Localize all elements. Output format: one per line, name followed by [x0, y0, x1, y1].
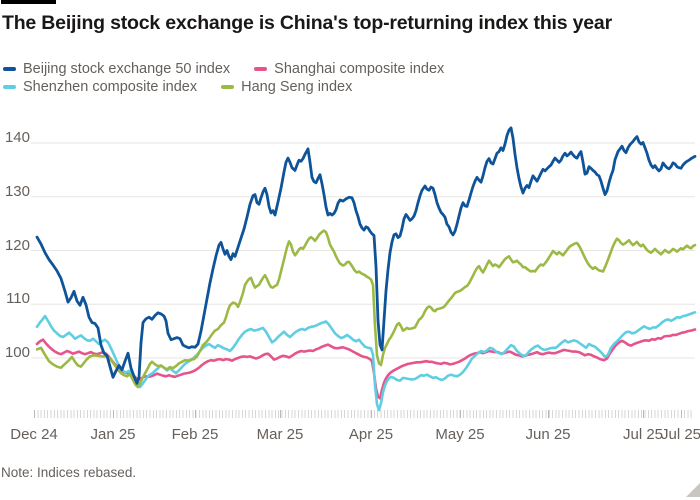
line-swatch-icon [221, 85, 235, 89]
x-axis-label: Mar 25 [256, 426, 304, 443]
ft-top-bar [1, 0, 56, 4]
x-axis-minor-ticks [34, 410, 694, 418]
x-axis-label: May 25 [435, 426, 485, 443]
y-axis-label: 100 [4, 344, 30, 361]
legend-item-hangseng: Hang Seng index [221, 79, 352, 95]
legend-item-beijing: Beijing stock exchange 50 index [3, 61, 230, 77]
source-note: Note: Indices rebased. [1, 465, 137, 480]
y-axis-label: 110 [6, 290, 30, 308]
legend-item-shanghai: Shanghai composite index [254, 61, 444, 77]
x-axis-month-tick [460, 410, 461, 418]
line-swatch-icon [3, 67, 16, 71]
x-axis-month-tick [34, 410, 35, 418]
series-line-beijing-stock-exchange-50-index [35, 126, 697, 385]
x-axis-label: Jan 25 [90, 426, 136, 443]
x-axis-label: Jun 25 [525, 426, 571, 443]
x-axis-month-tick [280, 410, 281, 418]
x-axis-label: Jul 25 [622, 426, 664, 443]
legend-label: Hang Seng index [241, 79, 353, 95]
x-axis-label: Apr 25 [348, 426, 394, 443]
x-axis-month-tick [371, 410, 372, 418]
x-axis-label: Feb 25 [171, 426, 219, 443]
series-line-shenzhen-composite-index [35, 310, 697, 412]
line-swatch-icon [3, 85, 16, 89]
legend-label: Beijing stock exchange 50 index [23, 61, 231, 77]
y-axis-label: 140 [4, 129, 30, 146]
y-axis-label: 120 [4, 236, 30, 254]
legend-label: Shenzhen composite index [23, 79, 198, 95]
chart-title: The Beijing stock exchange is China's to… [2, 12, 612, 34]
legend: Beijing stock exchange 50 index Shanghai… [3, 60, 563, 96]
series-line-shanghai-composite-index [35, 328, 697, 400]
legend-row: Shenzhen composite index Hang Seng index [3, 78, 563, 96]
line-swatch-icon [254, 67, 268, 71]
resize-handle-icon[interactable] [686, 483, 700, 497]
x-axis-month-tick [195, 410, 196, 418]
x-axis-label: Jul 25 [660, 426, 700, 443]
x-axis-month-tick [113, 410, 114, 418]
x-axis-month-tick [548, 410, 549, 418]
legend-item-shenzhen: Shenzhen composite index [3, 79, 197, 95]
x-axis-month-tick [681, 410, 682, 418]
legend-label: Shanghai composite index [274, 61, 445, 77]
x-axis-month-tick [643, 410, 644, 418]
series-line-hang-seng-index [35, 229, 697, 389]
legend-row: Beijing stock exchange 50 index Shanghai… [3, 60, 563, 78]
y-axis-label: 130 [4, 182, 30, 200]
x-axis-label: Dec 24 [10, 426, 58, 443]
